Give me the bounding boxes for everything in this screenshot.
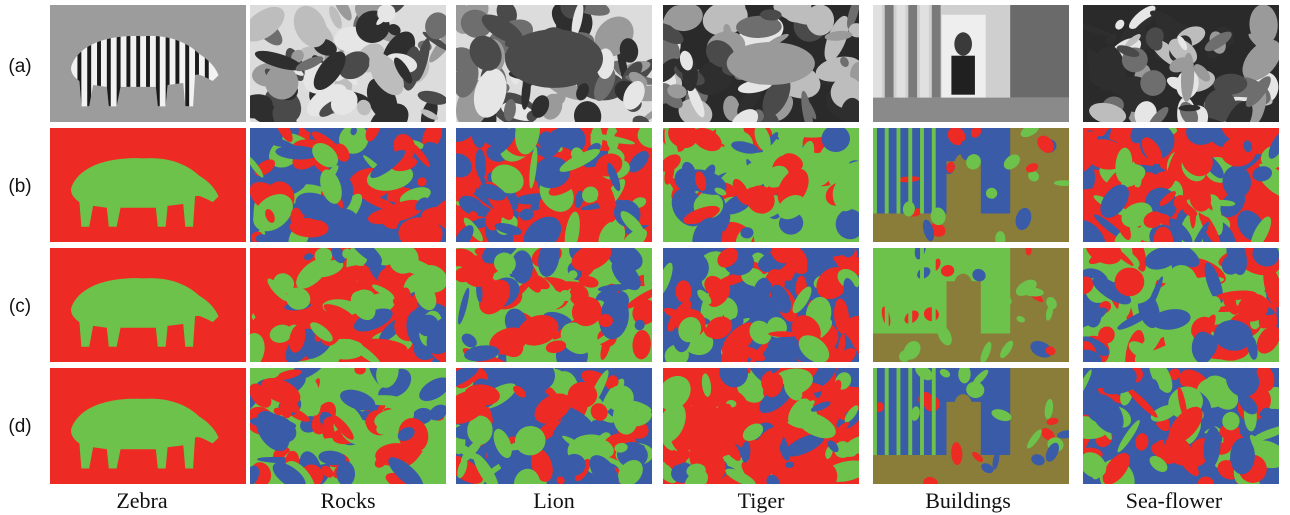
panel-sea-flower-b (1083, 128, 1279, 242)
col-label-lion: Lion (533, 488, 575, 513)
row-label-c: (c) (8, 296, 32, 317)
row-label-b: (b) (8, 176, 32, 197)
panel-zebra-b (50, 128, 246, 242)
row-label-a: (a) (8, 56, 32, 77)
panel-tiger-d (663, 368, 859, 484)
col-label-buildings: Buildings (925, 488, 1011, 513)
panel-buildings-b (873, 128, 1069, 242)
panel-sea-flower-a (1083, 5, 1279, 122)
panel-zebra-c (50, 248, 246, 362)
panel-sea-flower-c (1083, 248, 1279, 362)
panel-tiger-c (663, 248, 859, 362)
panel-zebra-a (50, 5, 246, 122)
col-label-sea-flower: Sea-flower (1125, 488, 1223, 513)
panel-buildings-a (873, 5, 1069, 122)
panel-buildings-d (873, 368, 1069, 484)
col-label-tiger: Tiger (737, 488, 785, 513)
col-label-rocks: Rocks (320, 488, 376, 513)
row-label-d: (d) (8, 416, 32, 437)
panel-sea-flower-d (1083, 368, 1279, 484)
panel-tiger-a (663, 5, 859, 122)
panel-rocks-d (250, 368, 446, 484)
panel-rocks-a (250, 5, 446, 122)
panel-buildings-c (873, 248, 1069, 362)
panel-tiger-b (663, 128, 859, 242)
panel-lion-b (456, 128, 652, 242)
panel-lion-a (456, 5, 652, 122)
panel-lion-c (456, 248, 652, 362)
panel-lion-d (456, 368, 652, 484)
panel-zebra-d (50, 368, 246, 484)
panel-rocks-b (250, 128, 446, 242)
col-label-zebra: Zebra (116, 488, 168, 513)
panel-rocks-c (250, 248, 446, 362)
